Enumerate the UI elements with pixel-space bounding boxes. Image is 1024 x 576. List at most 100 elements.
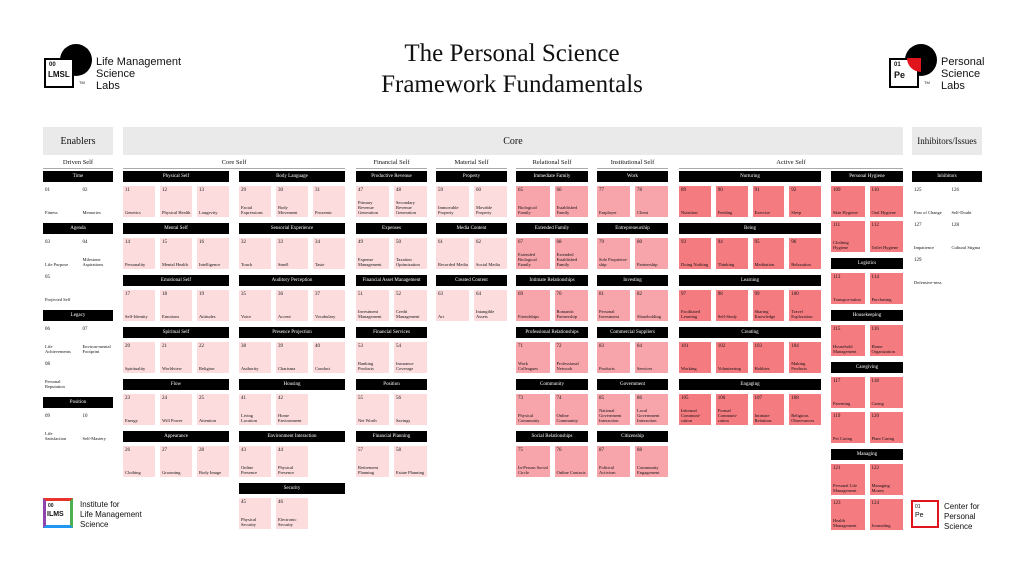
framework-tile[interactable]: 01 Fitness — [43, 186, 76, 217]
framework-tile[interactable]: 83 Products — [597, 342, 630, 373]
framework-tile[interactable]: 120 Plant Caring — [869, 412, 903, 443]
framework-tile[interactable]: 75 In-Person Social Circle — [516, 446, 550, 477]
framework-tile[interactable]: 87 Political Activism — [597, 446, 630, 477]
framework-tile[interactable]: 14 Personality — [123, 238, 155, 269]
framework-tile[interactable]: 38 Authority — [239, 342, 271, 373]
framework-tile[interactable]: 02 Memories — [80, 186, 113, 217]
framework-tile[interactable]: 92 Sleep — [789, 186, 821, 217]
framework-tile[interactable]: 112 Toilet Hygiene — [869, 221, 903, 252]
framework-tile[interactable]: 97 Facilitated Learning — [679, 290, 711, 321]
framework-tile[interactable]: 63 Art — [436, 290, 469, 321]
framework-tile[interactable]: 08 Personal Reputation — [43, 360, 76, 391]
framework-tile[interactable]: 80 Partnership — [635, 238, 668, 269]
framework-tile[interactable]: 108 Religious Observances — [789, 394, 821, 425]
framework-tile[interactable]: 114 Purchasing — [869, 273, 903, 304]
framework-tile[interactable]: 90 Feeding — [715, 186, 748, 217]
framework-tile[interactable]: 94 Thinking — [715, 238, 748, 269]
framework-tile[interactable]: 122 Managing Money — [869, 464, 903, 495]
framework-tile[interactable]: 33 Smell — [276, 238, 308, 269]
framework-tile[interactable]: 67 Extended Biological Family — [516, 238, 550, 269]
framework-tile[interactable]: 16 Intelligence — [197, 238, 229, 269]
framework-tile[interactable]: 34 Taste — [313, 238, 345, 269]
framework-tile[interactable]: 124 Journaling — [869, 499, 903, 530]
framework-tile[interactable]: 60 Movable Property — [474, 186, 507, 217]
framework-tile[interactable]: 27 Grooming — [160, 446, 192, 477]
framework-tile[interactable]: 59 Immovable Property — [436, 186, 469, 217]
framework-tile[interactable]: 23 Energy — [123, 394, 155, 425]
framework-tile[interactable]: 37 Vocabulary — [313, 290, 345, 321]
framework-tile[interactable]: 61 Recorded Media — [436, 238, 469, 269]
framework-tile[interactable]: 84 Services — [635, 342, 668, 373]
framework-tile[interactable]: 93 Doing Nothing — [679, 238, 711, 269]
framework-tile[interactable]: 99 Sharing Knowledge — [752, 290, 785, 321]
framework-tile[interactable]: 21 Worldview — [160, 342, 192, 373]
framework-tile[interactable]: 42 Home Environment — [276, 394, 308, 425]
framework-tile[interactable]: 111 Clothing Hygiene — [831, 221, 865, 252]
framework-tile[interactable]: 110 Oral Hygiene — [869, 186, 903, 217]
framework-tile[interactable]: 117 Parenting — [831, 377, 865, 408]
framework-tile[interactable]: 65 Biological Family — [516, 186, 550, 217]
framework-tile[interactable]: 46 Electronic Security — [276, 498, 308, 529]
framework-tile[interactable]: 95 Meditation — [752, 238, 785, 269]
framework-tile[interactable]: 76 Online Contacts — [554, 446, 588, 477]
framework-tile[interactable]: 105 Informal Communi-cation — [679, 394, 711, 425]
framework-tile[interactable]: 12 Physical Health — [160, 186, 192, 217]
framework-tile[interactable]: 51 Investment Management — [356, 290, 389, 321]
framework-tile[interactable]: 52 Credit Management — [394, 290, 427, 321]
framework-tile[interactable]: 04 Milestone Aspirations — [80, 238, 113, 269]
framework-tile[interactable]: 62 Social Media — [474, 238, 507, 269]
framework-tile[interactable]: 64 Intangible Assets — [474, 290, 507, 321]
framework-tile[interactable]: 41 Living Location — [239, 394, 271, 425]
framework-tile[interactable]: 104 Making Products — [789, 342, 821, 373]
framework-tile[interactable]: 56 Savings — [394, 394, 427, 425]
framework-tile[interactable]: 126 Self-Doubt — [949, 186, 982, 217]
framework-tile[interactable]: 53 Banking Products — [356, 342, 389, 373]
framework-tile[interactable]: 13 Longevity — [197, 186, 229, 217]
framework-tile[interactable]: 25 Attention — [197, 394, 229, 425]
framework-tile[interactable]: 24 Will Power — [160, 394, 192, 425]
framework-tile[interactable]: 77 Employer — [597, 186, 630, 217]
framework-tile[interactable]: 44 Physical Presence — [276, 446, 308, 477]
framework-tile[interactable]: 48 Secondary Revenue Generation — [394, 186, 427, 217]
framework-tile[interactable]: 125 Fear of Change — [912, 186, 945, 217]
framework-tile[interactable]: 85 National Government Interaction — [597, 394, 630, 425]
framework-tile[interactable]: 68 Extended Established Family — [554, 238, 588, 269]
framework-tile[interactable]: 05 Projected Self — [43, 273, 76, 304]
framework-tile[interactable]: 32 Touch — [239, 238, 271, 269]
framework-tile[interactable]: 72 Professional Network — [554, 342, 588, 373]
framework-tile[interactable]: 29 Facial Expressions — [239, 186, 271, 217]
framework-tile[interactable]: 116 Home Organization — [869, 325, 903, 356]
framework-tile[interactable]: 17 Self-Identity — [123, 290, 155, 321]
framework-tile[interactable]: 82 Shareholding — [635, 290, 668, 321]
framework-tile[interactable]: 26 Clothing — [123, 446, 155, 477]
framework-tile[interactable]: 88 Community Engagement — [635, 446, 668, 477]
framework-tile[interactable]: 45 Physical Security — [239, 498, 271, 529]
framework-tile[interactable]: 57 Retirement Planning — [356, 446, 389, 477]
framework-tile[interactable]: 43 Online Presence — [239, 446, 271, 477]
framework-tile[interactable]: 89 Nutrition — [679, 186, 711, 217]
framework-tile[interactable]: 19 Attitudes — [197, 290, 229, 321]
framework-tile[interactable]: 36 Accent — [276, 290, 308, 321]
framework-tile[interactable]: 129 Defensive-ness — [912, 256, 945, 287]
framework-tile[interactable]: 103 Hobbies — [752, 342, 785, 373]
framework-tile[interactable]: 69 Friendships — [516, 290, 550, 321]
framework-tile[interactable]: 07 Environ-mental Footprint — [80, 325, 113, 356]
framework-tile[interactable]: 123 Health Management — [831, 499, 865, 530]
framework-tile[interactable]: 30 Body Movement — [276, 186, 308, 217]
framework-tile[interactable]: 31 Proxemic — [313, 186, 345, 217]
framework-tile[interactable]: 58 Estate Planning — [394, 446, 427, 477]
framework-tile[interactable]: 22 Religion — [197, 342, 229, 373]
framework-tile[interactable]: 03 Life Purpose — [43, 238, 76, 269]
framework-tile[interactable]: 106 Formal Communi-cation — [715, 394, 748, 425]
framework-tile[interactable]: 73 Physical Community — [516, 394, 550, 425]
framework-tile[interactable]: 71 Work Colleagues — [516, 342, 550, 373]
framework-tile[interactable]: 28 Body Image — [197, 446, 229, 477]
framework-tile[interactable]: 47 Primary Revenue Generation — [356, 186, 389, 217]
framework-tile[interactable]: 78 Client — [635, 186, 668, 217]
framework-tile[interactable]: 119 Pet Caring — [831, 412, 865, 443]
framework-tile[interactable]: 11 Genetics — [123, 186, 155, 217]
framework-tile[interactable]: 98 Self-Study — [715, 290, 748, 321]
framework-tile[interactable]: 79 Sole Proprietor-ship — [597, 238, 630, 269]
framework-tile[interactable]: 109 Skin Hygiene — [831, 186, 865, 217]
framework-tile[interactable]: 18 Emotions — [160, 290, 192, 321]
